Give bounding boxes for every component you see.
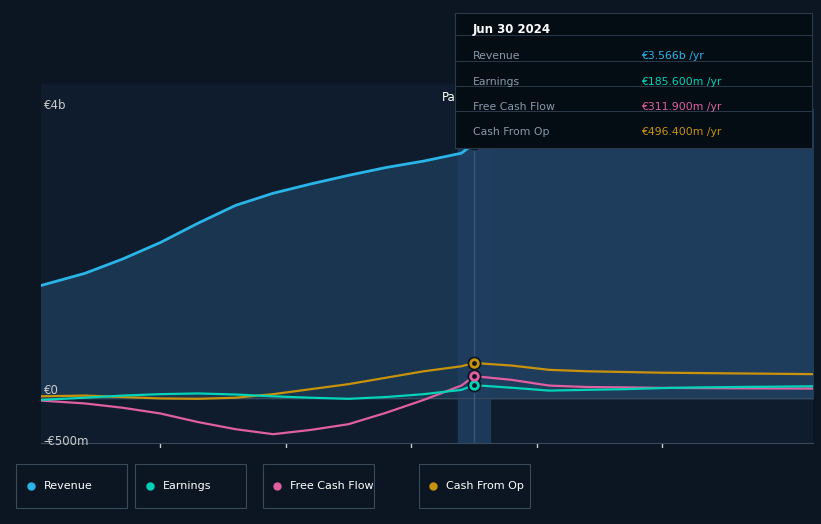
Text: Revenue: Revenue [44,481,92,491]
Text: €0: €0 [44,384,58,397]
Text: €185.600m /yr: €185.600m /yr [640,77,721,86]
Text: Free Cash Flow: Free Cash Flow [290,481,374,491]
Text: €311.900m /yr: €311.900m /yr [640,102,721,112]
Text: Past: Past [442,91,466,104]
Text: Cash From Op: Cash From Op [473,127,549,137]
Text: Free Cash Flow: Free Cash Flow [473,102,554,112]
Text: Earnings: Earnings [473,77,520,86]
Text: €3.566b /yr: €3.566b /yr [640,51,704,61]
Text: Cash From Op: Cash From Op [446,481,524,491]
Text: €4b: €4b [44,100,66,113]
Text: Jun 30 2024: Jun 30 2024 [473,23,551,36]
Text: €496.400m /yr: €496.400m /yr [640,127,721,137]
Bar [457,84,490,443]
Text: Earnings: Earnings [163,481,211,491]
Text: Analysts Forecasts: Analysts Forecasts [481,91,591,104]
Text: Revenue: Revenue [473,51,521,61]
Text: -€500m: -€500m [44,435,89,448]
